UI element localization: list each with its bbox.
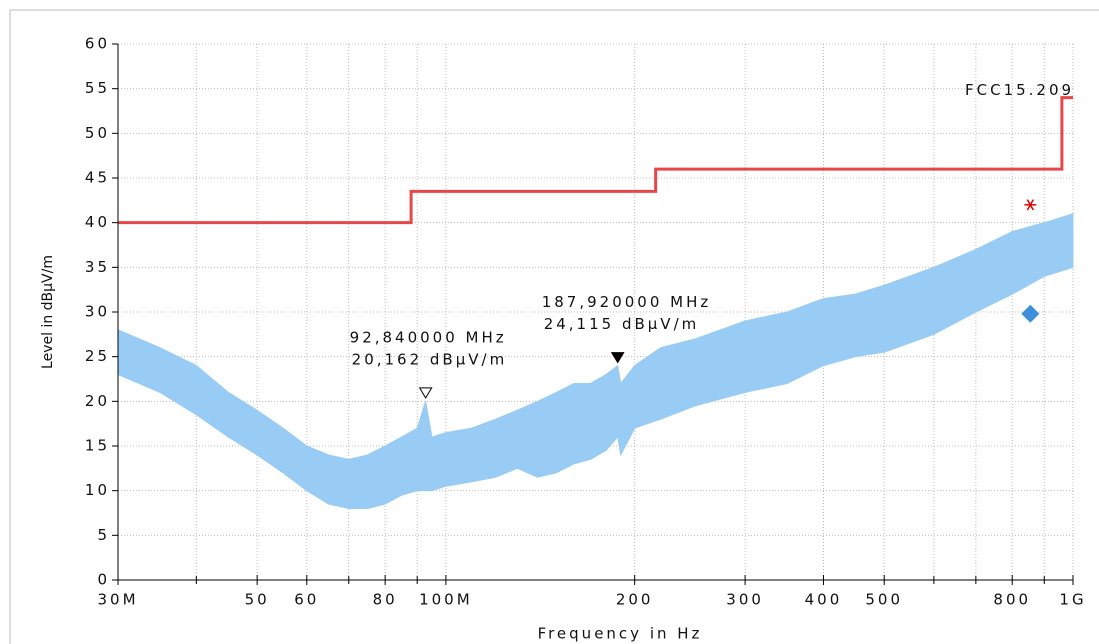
x-tick-label: 500	[865, 591, 903, 609]
x-tick-label: 80	[373, 591, 398, 609]
y-tick-label: 10	[85, 481, 110, 499]
y-tick-label: 5	[97, 526, 110, 544]
marker-label: 92,840000 MHz	[350, 328, 507, 346]
y-tick-label: 40	[85, 213, 110, 231]
x-tick-label: 200	[616, 591, 654, 609]
x-tick-label: 800	[993, 591, 1031, 609]
marker-label: 187,920000 MHz	[542, 293, 712, 311]
x-tick-label: 400	[805, 591, 843, 609]
x-tick-label: 100M	[419, 591, 473, 609]
marker-label: 24,115 dBµV/m	[544, 315, 700, 333]
y-tick-label: 50	[85, 124, 110, 142]
x-tick-label: 60	[294, 591, 319, 609]
peak-stroke	[1026, 199, 1034, 211]
y-tick-label: 20	[85, 392, 110, 410]
peak-point	[1024, 199, 1037, 211]
marker	[418, 387, 433, 399]
y-axis-title: Level in dBµV/m	[40, 255, 56, 369]
limit-label: FCC15.209	[965, 81, 1074, 99]
y-tick-label: 45	[85, 169, 110, 187]
x-tick-label: 300	[726, 591, 764, 609]
y-tick-label: 55	[85, 79, 110, 97]
spectrum-band	[117, 213, 1074, 510]
limit-line	[118, 96, 1073, 225]
y-tick-label: 30	[85, 303, 110, 321]
marker-label: 20,162 dBµV/m	[352, 350, 508, 368]
marker	[610, 352, 625, 364]
y-tick-label: 35	[85, 258, 110, 276]
y-tick-label: 0	[97, 571, 110, 589]
y-tick-label: 15	[85, 437, 110, 455]
y-tick-label: 60	[85, 35, 110, 53]
y-tick-label: 25	[85, 347, 110, 365]
x-tick-label: 50	[245, 591, 270, 609]
x-axis-title: Frequency in Hz	[538, 625, 703, 643]
x-tick-label: 1G	[1059, 591, 1086, 609]
qp-point	[1021, 304, 1040, 323]
x-tick-label: 30M	[97, 591, 138, 609]
